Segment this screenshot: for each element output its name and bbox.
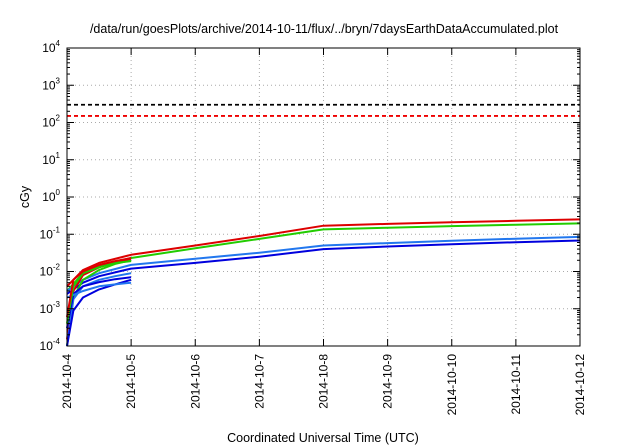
y-tick-exponent: 0 <box>56 188 61 197</box>
threshold-lines <box>67 103 580 117</box>
y-tick-label: 10-2 <box>40 263 61 279</box>
series-line <box>66 260 132 324</box>
x-axis-label: Coordinated Universal Time (UTC) <box>227 431 419 445</box>
y-axis-label: cGy <box>18 185 32 208</box>
y-tick-base: 10 <box>42 190 56 204</box>
series-line <box>66 281 132 299</box>
y-tick-label: 10-3 <box>40 300 61 316</box>
y-tick-base: 10 <box>42 78 56 92</box>
series-line <box>66 257 132 318</box>
y-tick-base: 10 <box>42 116 56 130</box>
x-tick-label: 2014-10-7 <box>252 354 266 409</box>
x-tick-label: 2014-10-8 <box>317 354 331 409</box>
series-line <box>66 235 581 292</box>
y-tick-exponent: 3 <box>56 76 61 85</box>
y-tick-exponent: -3 <box>53 300 61 309</box>
y-tick-exponent: -1 <box>53 225 61 234</box>
series-group <box>66 218 581 347</box>
series-line <box>66 218 581 288</box>
y-tick-base: 10 <box>40 227 54 241</box>
y-tick-label: 10-4 <box>40 337 61 353</box>
y-tick-label: 104 <box>42 39 60 55</box>
y-tick-label: 100 <box>42 188 60 204</box>
y-tick-label: 102 <box>42 114 60 130</box>
x-tick-label: 2014-10-4 <box>60 354 74 409</box>
y-tick-base: 10 <box>40 339 54 353</box>
chart-title: /data/run/goesPlots/archive/2014-10-11/f… <box>90 22 559 36</box>
y-tick-base: 10 <box>40 302 54 316</box>
x-tick-label: 2014-10-9 <box>381 354 395 409</box>
y-tick-base: 10 <box>40 265 54 279</box>
x-tick-label: 2014-10-11 <box>509 354 523 415</box>
y-tick-exponent: -2 <box>53 263 61 272</box>
y-tick-label: 103 <box>42 76 60 92</box>
series-line <box>66 239 581 295</box>
y-tick-base: 10 <box>42 41 56 55</box>
y-tick-label: 101 <box>42 151 60 167</box>
x-tick-label: 2014-10-5 <box>124 354 138 409</box>
x-tick-label: 2014-10-12 <box>573 354 587 416</box>
x-tick-label: 2014-10-10 <box>445 354 459 416</box>
y-tick-exponent: 1 <box>56 151 61 160</box>
y-tick-label: 10-1 <box>40 225 61 241</box>
series-line <box>66 272 132 347</box>
series-line <box>66 276 132 329</box>
x-tick-label: 2014-10-6 <box>188 354 202 409</box>
y-tick-base: 10 <box>42 153 56 167</box>
y-tick-exponent: 4 <box>56 39 61 48</box>
grid <box>67 48 580 346</box>
y-tick-exponent: 2 <box>56 114 61 123</box>
y-tick-exponent: -4 <box>53 337 61 346</box>
x-axis: 2014-10-4 2014-10-5 2014-10-6 2014-10-7 2014… <box>60 48 587 415</box>
